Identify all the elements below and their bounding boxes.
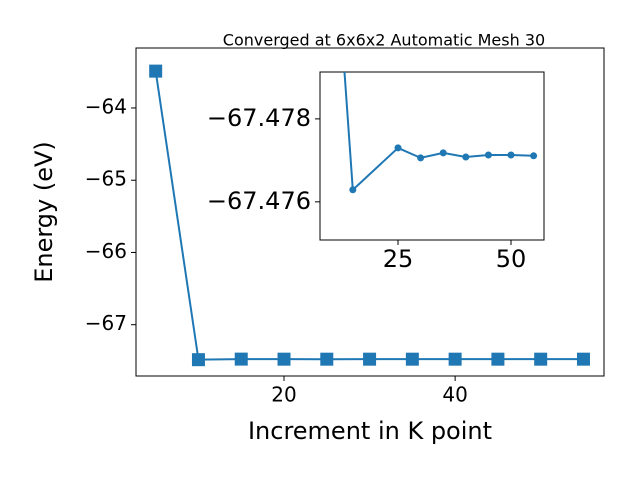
- marker: [439, 149, 447, 157]
- x-tick-label: 20: [271, 383, 296, 407]
- marker: [363, 352, 377, 366]
- plot-area: [343, 72, 538, 194]
- x-tick-label: 50: [496, 245, 527, 273]
- marker: [149, 64, 163, 78]
- marker: [349, 186, 357, 194]
- marker: [394, 144, 402, 152]
- marker: [448, 352, 462, 366]
- marker: [234, 352, 248, 366]
- marker: [405, 352, 419, 366]
- y-axis-label: Energy (eV): [30, 141, 58, 283]
- chart-title: Converged at 6x6x2 Automatic Mesh 30: [223, 31, 545, 50]
- plot-area: [149, 64, 590, 367]
- marker: [491, 352, 505, 366]
- y-tick-label: −67.478: [207, 104, 311, 132]
- x-tick-label: 40: [442, 383, 467, 407]
- y-tick-label: −65: [85, 167, 127, 191]
- marker: [277, 352, 291, 366]
- marker: [417, 154, 425, 162]
- x-axis-label: Increment in K point: [248, 417, 492, 445]
- marker: [507, 151, 515, 159]
- y-tick-label: −67.476: [207, 187, 311, 215]
- marker: [191, 353, 205, 367]
- marker: [320, 352, 334, 366]
- y-tick-label: −64: [85, 94, 127, 118]
- marker: [534, 352, 548, 366]
- y-tick-label: −67: [85, 311, 127, 335]
- marker: [462, 153, 470, 161]
- marker: [484, 151, 492, 159]
- y-tick-label: −66: [85, 239, 127, 263]
- marker: [576, 352, 590, 366]
- marker: [530, 152, 538, 160]
- x-tick-label: 25: [383, 245, 414, 273]
